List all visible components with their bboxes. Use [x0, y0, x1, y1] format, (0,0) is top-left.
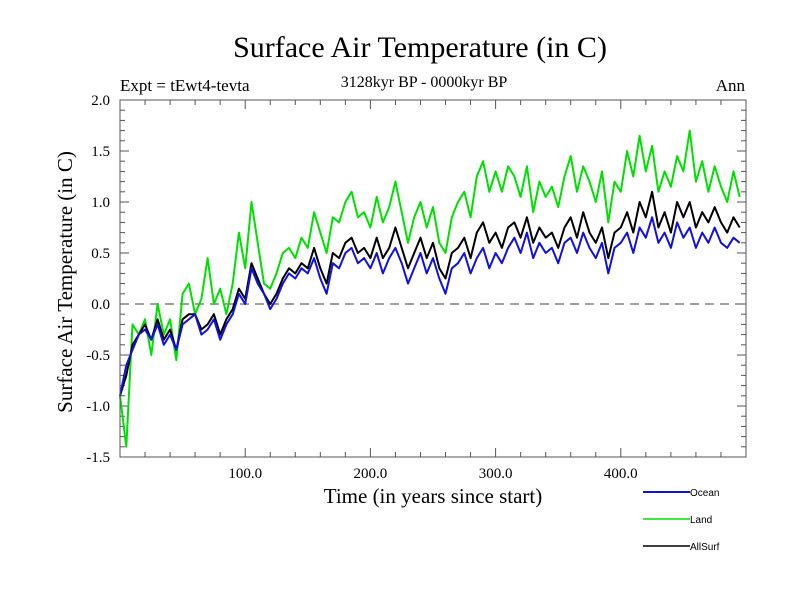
chart-title: Surface Air Temperature (in C): [233, 31, 607, 64]
series-line-allsurf: [119, 190, 741, 397]
x-tick-label: 200.0: [354, 466, 388, 482]
axis-ticks: [120, 100, 746, 457]
series-lines: [119, 129, 741, 448]
x-tick-label: 300.0: [479, 466, 513, 482]
y-axis-label: Surface Air Temperature (in C): [53, 151, 77, 413]
y-tick-label: -1.5: [86, 450, 110, 466]
legend-label-allsurf: AllSurf: [690, 542, 720, 553]
y-tick-label: 0.5: [91, 246, 110, 262]
x-tick-label: 100.0: [228, 466, 262, 482]
experiment-annotation: Expt = tEwt4-tevta: [120, 76, 250, 95]
legend-label-ocean: Ocean: [690, 488, 719, 499]
y-tick-label: 1.5: [91, 144, 110, 160]
x-axis-label: Time (in years since start): [324, 484, 543, 508]
legend-label-land: Land: [690, 515, 712, 526]
legend: Ocean Land AllSurf: [643, 488, 720, 553]
season-annotation: Ann: [716, 76, 746, 95]
plot-frame: [119, 99, 747, 458]
y-tick-labels: -1.5 -1.0 -0.5 0.0 0.5 1.0 1.5 2.0: [86, 93, 110, 466]
y-tick-label: -0.5: [86, 348, 110, 364]
chart-subtitle: 3128kyr BP - 0000kyr BP: [341, 74, 508, 91]
y-tick-label: 1.0: [91, 195, 110, 211]
series-line-ocean: [119, 216, 741, 397]
x-tick-label: 400.0: [604, 466, 638, 482]
series-line-land: [119, 129, 741, 448]
x-tick-labels: 100.0 200.0 300.0 400.0: [228, 466, 637, 482]
y-tick-label: -1.0: [86, 399, 110, 415]
y-tick-label: 0.0: [91, 297, 110, 313]
y-tick-label: 2.0: [91, 93, 110, 109]
